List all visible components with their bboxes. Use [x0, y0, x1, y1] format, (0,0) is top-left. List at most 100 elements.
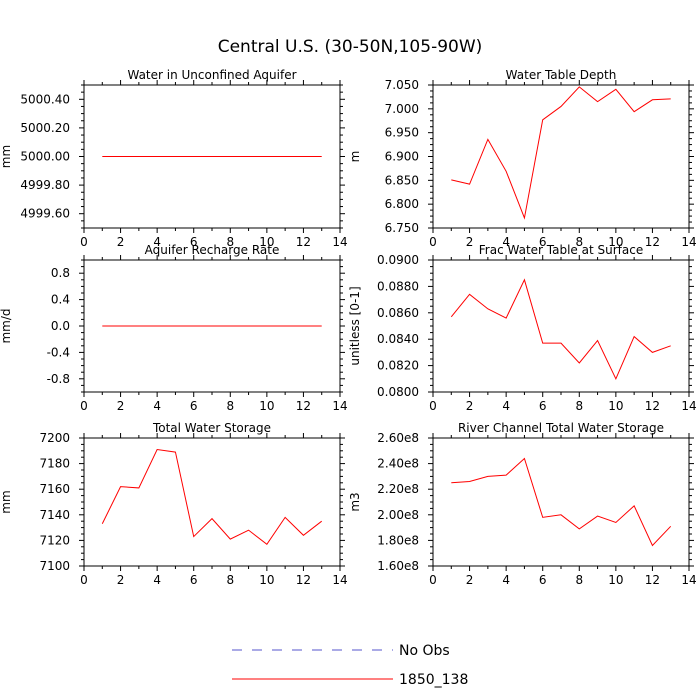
x-tick-label: 8	[575, 399, 583, 413]
x-tick-label: 12	[296, 235, 311, 249]
x-tick-label: 4	[153, 235, 161, 249]
y-tick-label: 0.0	[51, 319, 70, 333]
y-tick-label: 0.0900	[377, 253, 419, 267]
y-tick-label: 6.850	[385, 173, 419, 187]
y-axis-label: m3	[348, 492, 362, 511]
x-tick-label: 0	[429, 235, 437, 249]
x-tick-label: 12	[296, 399, 311, 413]
x-tick-label: 10	[608, 399, 623, 413]
panel-title: Frac Water Table at Surface	[479, 243, 643, 257]
x-tick-label: 6	[190, 573, 198, 587]
x-tick-label: 4	[502, 399, 510, 413]
x-tick-label: 10	[259, 235, 274, 249]
y-tick-label: -0.8	[47, 372, 70, 386]
x-tick-label: 2	[117, 399, 125, 413]
x-tick-label: 8	[575, 235, 583, 249]
x-tick-label: 2	[466, 399, 474, 413]
y-tick-label: 4999.60	[20, 207, 70, 221]
x-tick-label: 8	[575, 573, 583, 587]
y-tick-label: 1.60e8	[377, 559, 419, 573]
x-tick-label: 0	[80, 573, 88, 587]
y-axis-label: mm	[0, 145, 13, 168]
panel-3: Aquifer Recharge Rate 0 2 4 6 8 10 12 14 -0.8 -0.4…	[0, 243, 348, 413]
x-tick-label: 2	[466, 573, 474, 587]
y-tick-label: 0.0800	[377, 385, 419, 399]
x-tick-label: 10	[608, 235, 623, 249]
y-tick-label: 2.20e8	[377, 482, 419, 496]
plot-frame	[432, 259, 690, 393]
x-tick-label: 6	[190, 235, 198, 249]
plot-frame	[83, 437, 341, 567]
x-tick-label: 14	[332, 235, 347, 249]
x-tick-label: 8	[226, 573, 234, 587]
y-tick-label: 2.60e8	[377, 431, 419, 445]
x-tick-label: 10	[259, 399, 274, 413]
y-tick-label: 4999.80	[20, 178, 70, 192]
series-line	[451, 457, 672, 547]
y-tick-label: 0.0840	[377, 332, 419, 346]
x-tick-label: 4	[502, 235, 510, 249]
x-tick-label: 12	[296, 573, 311, 587]
x-tick-label: 8	[226, 399, 234, 413]
y-tick-label: 5000.40	[20, 92, 70, 106]
y-tick-label: 7200	[39, 431, 70, 445]
y-tick-label: 7100	[39, 559, 70, 573]
panels-group: Water in Unconfined Aquifer 0 2 4 6 8 10 12 14 49…	[0, 68, 697, 587]
y-tick-label: 1.80e8	[377, 533, 419, 547]
panel-6: River Channel Total Water Storage 0 2 4 6 8 10…	[348, 421, 697, 587]
x-tick-label: 6	[539, 573, 547, 587]
x-tick-label: 4	[153, 573, 161, 587]
legend-label: 1850_138	[399, 672, 468, 688]
figure-title: Central U.S. (30-50N,105-90W)	[218, 37, 483, 57]
y-tick-label: 7180	[39, 457, 70, 471]
legend: No Obs 1850_138	[232, 643, 468, 688]
x-tick-label: 0	[429, 399, 437, 413]
x-tick-label: 4	[502, 573, 510, 587]
x-tick-label: 2	[117, 573, 125, 587]
panel-title: Water Table Depth	[506, 68, 617, 82]
panel-5: Total Water Storage 0 2 4 6 8 10 12 14 7100 7120 71…	[0, 421, 348, 587]
y-tick-label: 0.0860	[377, 306, 419, 320]
x-tick-label: 12	[645, 573, 660, 587]
x-tick-label: 4	[153, 399, 161, 413]
x-tick-label: 6	[539, 399, 547, 413]
y-tick-label: 2.00e8	[377, 508, 419, 522]
plot-frame	[432, 437, 690, 567]
x-tick-label: 14	[332, 573, 347, 587]
x-tick-label: 0	[80, 235, 88, 249]
y-tick-label: 7120	[39, 533, 70, 547]
y-axis-label: unitless [0-1]	[348, 286, 362, 365]
x-tick-label: 6	[539, 235, 547, 249]
x-tick-label: 0	[429, 573, 437, 587]
panel-4: Frac Water Table at Surface 0 2 4 6 8 10 12 14 0.…	[348, 243, 697, 413]
x-tick-label: 8	[226, 235, 234, 249]
x-tick-label: 2	[117, 235, 125, 249]
y-tick-label: 7.000	[385, 102, 419, 116]
panel-title: Total Water Storage	[152, 421, 271, 435]
y-tick-label: 0.4	[51, 293, 70, 307]
legend-label: No Obs	[399, 643, 450, 659]
x-tick-label: 6	[190, 399, 198, 413]
y-axis-label: mm	[0, 490, 13, 513]
x-tick-label: 12	[645, 399, 660, 413]
x-tick-label: 12	[645, 235, 660, 249]
panel-title: River Channel Total Water Storage	[458, 421, 664, 435]
series-line	[451, 86, 671, 220]
series-line	[101, 448, 323, 545]
y-axis-label: m	[348, 151, 362, 163]
y-tick-label: 5000.00	[20, 150, 70, 164]
x-tick-label: 14	[681, 399, 696, 413]
series-line	[450, 278, 671, 381]
y-tick-label: 6.950	[385, 126, 419, 140]
panel-2: Water Table Depth 0 2 4 6 8 10 12 14 6.750 6.800 6.…	[348, 68, 697, 249]
panel-title: Aquifer Recharge Rate	[145, 243, 280, 257]
y-tick-label: 0.8	[51, 266, 70, 280]
y-tick-label: 6.900	[385, 150, 419, 164]
panel-title: Water in Unconfined Aquifer	[127, 68, 296, 82]
x-tick-label: 14	[681, 573, 696, 587]
x-tick-label: 10	[608, 573, 623, 587]
y-tick-label: 5000.20	[20, 121, 70, 135]
y-tick-label: 0.0880	[377, 279, 419, 293]
x-tick-label: 2	[466, 235, 474, 249]
y-tick-label: -0.4	[47, 345, 70, 359]
